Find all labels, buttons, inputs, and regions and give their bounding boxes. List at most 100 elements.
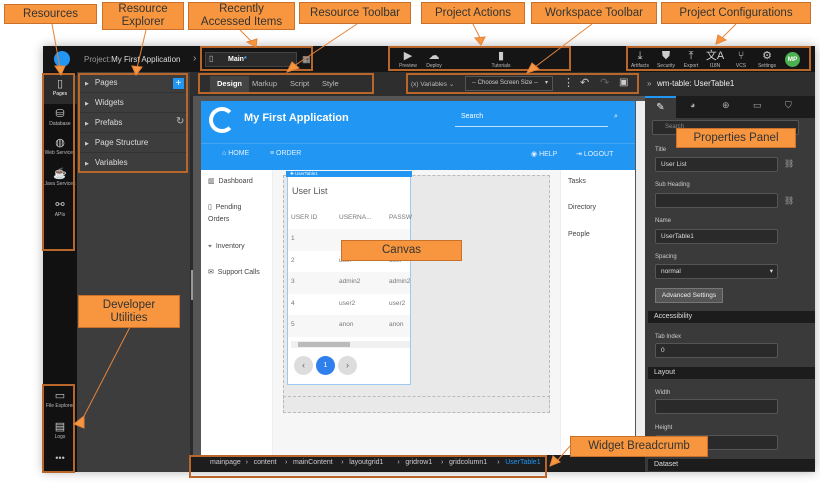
nav-logout[interactable]: ⇥ LOGOUT: [576, 151, 614, 158]
nav-order[interactable]: ≡ ORDER: [270, 150, 302, 157]
column-header[interactable]: USER ID: [291, 214, 318, 221]
layout-section[interactable]: Layout: [648, 367, 815, 379]
side-nav-label: Pending Orders: [208, 204, 242, 223]
collapse-panel-icon[interactable]: »: [647, 79, 652, 88]
recent-page-tab[interactable]: Main*: [205, 52, 297, 67]
tab-devices-icon[interactable]: ▭: [753, 100, 762, 110]
side-nav-support-calls[interactable]: ✉ Support Calls: [208, 269, 260, 276]
deploy-button[interactable]: ☁ Deploy: [419, 50, 449, 69]
name-input[interactable]: UserTable1: [655, 229, 778, 244]
title-input[interactable]: User List: [655, 157, 778, 172]
undo-icon[interactable]: ↶: [580, 77, 590, 89]
breadcrumb-item[interactable]: layoutgrid1: [349, 459, 384, 466]
shield-icon: ⛊: [661, 50, 671, 62]
refresh-icon[interactable]: ↻: [176, 116, 185, 127]
table-row[interactable]: [288, 272, 410, 294]
scrollbar-thumb[interactable]: [298, 342, 350, 347]
explorer-resize-handle[interactable]: [191, 270, 193, 300]
tabindex-input[interactable]: 0: [655, 343, 778, 358]
tab-script[interactable]: Script: [290, 79, 310, 88]
page-1-button[interactable]: 1: [316, 356, 335, 375]
link-tasks[interactable]: Tasks: [568, 178, 586, 185]
resource-database[interactable]: ⛁ Database: [43, 108, 77, 127]
explorer-item-page-structure[interactable]: ▶ Page Structure: [77, 133, 187, 153]
artifacts-button[interactable]: ⤓ Artifacts: [625, 50, 655, 69]
breadcrumb-item[interactable]: content: [253, 459, 277, 466]
column-header[interactable]: USERNA...: [339, 214, 372, 221]
caret-down-icon: ▾: [769, 268, 773, 275]
grid-icon[interactable]: ▦: [302, 54, 311, 64]
tab-markup[interactable]: Markup: [252, 79, 278, 88]
more-vertical-icon[interactable]: ⋮: [563, 77, 574, 89]
app-search-input[interactable]: Search: [455, 113, 608, 127]
tab-security-shield-icon[interactable]: ⛉: [785, 100, 792, 110]
tab-properties-pencil-icon[interactable]: ✎: [645, 96, 676, 118]
settings-button[interactable]: ⚙ Settings: [752, 50, 782, 69]
tab-style[interactable]: Style: [322, 79, 339, 88]
resource-web-services[interactable]: ◍ Web Services: [43, 137, 77, 156]
tab-events-icon[interactable]: ⊕: [722, 100, 730, 110]
tab-styles-palette-icon[interactable]: ◕: [690, 100, 696, 110]
accessibility-section[interactable]: Accessibility: [648, 311, 815, 323]
avatar[interactable]: MP: [785, 52, 800, 67]
nav-help[interactable]: ◉ HELP: [531, 151, 558, 158]
side-nav-label: Dashboard: [218, 178, 253, 185]
bind-link-icon[interactable]: ⛓: [784, 159, 795, 168]
breadcrumb-item[interactable]: mainpage: [210, 459, 241, 466]
prev-page-button[interactable]: ‹: [294, 356, 313, 375]
resource-apis[interactable]: ⚯ APIs: [43, 199, 77, 218]
link-directory[interactable]: Directory: [568, 204, 597, 211]
side-nav-dashboard[interactable]: ▥ Dashboard: [208, 178, 253, 185]
tab-design[interactable]: Design: [210, 76, 250, 92]
advanced-settings-button[interactable]: Advanced Settings: [655, 288, 723, 303]
column-header[interactable]: PASSW: [389, 214, 412, 221]
explorer-item-widgets[interactable]: ▶ Widgets: [77, 93, 187, 113]
i18n-button[interactable]: 文A I18N: [700, 50, 730, 69]
horizontal-scrollbar[interactable]: [291, 341, 410, 348]
explorer-item-prefabs[interactable]: ▶ Prefabs: [77, 113, 187, 133]
preview-button[interactable]: ▶ Preview: [393, 50, 423, 69]
widget-tag[interactable]: ✚ UserTable1: [286, 171, 412, 177]
table-row[interactable]: [288, 315, 410, 337]
breadcrumb-item[interactable]: UserTable1: [505, 459, 541, 466]
screen-size-select[interactable]: -- Choose Screen Size -- ▾: [465, 76, 553, 91]
search-icon[interactable]: ⌕: [614, 113, 618, 120]
canvas-scrollbar[interactable]: [636, 101, 645, 455]
table-row[interactable]: [288, 293, 410, 315]
security-button[interactable]: ⛊ Security: [651, 50, 681, 69]
link-people[interactable]: People: [568, 231, 590, 238]
vcs-button[interactable]: ⑂ VCS: [726, 50, 756, 69]
file-explorer-button[interactable]: ▭ File Explorer: [43, 390, 77, 409]
tutorials-label: Tutorials: [491, 63, 511, 69]
logs-button[interactable]: ▤ Logs: [43, 421, 77, 440]
chevron-right-icon[interactable]: ›: [193, 53, 197, 64]
width-input[interactable]: [655, 399, 778, 414]
resource-pages[interactable]: ▯ Pages: [43, 78, 77, 97]
save-icon[interactable]: ▣: [619, 77, 629, 88]
breadcrumb-item[interactable]: mainContent: [293, 459, 333, 466]
breadcrumb-item[interactable]: gridcolumn1: [449, 459, 488, 466]
bind-link-icon[interactable]: ⛓: [784, 196, 795, 205]
subheading-input[interactable]: [655, 193, 778, 208]
annotation-workspace-toolbar: Workspace Toolbar: [531, 2, 657, 24]
breadcrumb-item[interactable]: gridrow1: [405, 459, 433, 466]
side-nav-pending-orders[interactable]: ▯ Pending Orders: [208, 204, 242, 223]
side-nav-inventory[interactable]: ⌖ Inventory: [208, 243, 245, 250]
project-name[interactable]: Project:My First Application: [84, 55, 180, 64]
explorer-item-pages[interactable]: ▶ Pages: [77, 73, 187, 93]
next-page-button[interactable]: ›: [338, 356, 357, 375]
modified-indicator: *: [243, 56, 247, 63]
nav-home[interactable]: ⌂ HOME: [222, 150, 250, 157]
coffee-icon: ☕: [53, 168, 67, 180]
more-button[interactable]: •••: [55, 453, 65, 463]
resource-java-services[interactable]: ☕ Java Services: [43, 168, 77, 187]
export-button[interactable]: ⤒ Export: [676, 50, 706, 69]
table-cell: 2: [291, 256, 295, 264]
tutorials-button[interactable]: ▮ Tutorials: [486, 50, 516, 69]
variables-dropdown[interactable]: (x) Variables ⌄: [411, 81, 455, 88]
add-page-button[interactable]: +: [173, 78, 184, 89]
redo-icon[interactable]: ↷: [600, 77, 610, 89]
dataset-section[interactable]: Dataset: [648, 459, 815, 471]
caret-right-icon: ▶: [85, 81, 89, 87]
spacing-select[interactable]: normal ▾: [655, 264, 778, 279]
